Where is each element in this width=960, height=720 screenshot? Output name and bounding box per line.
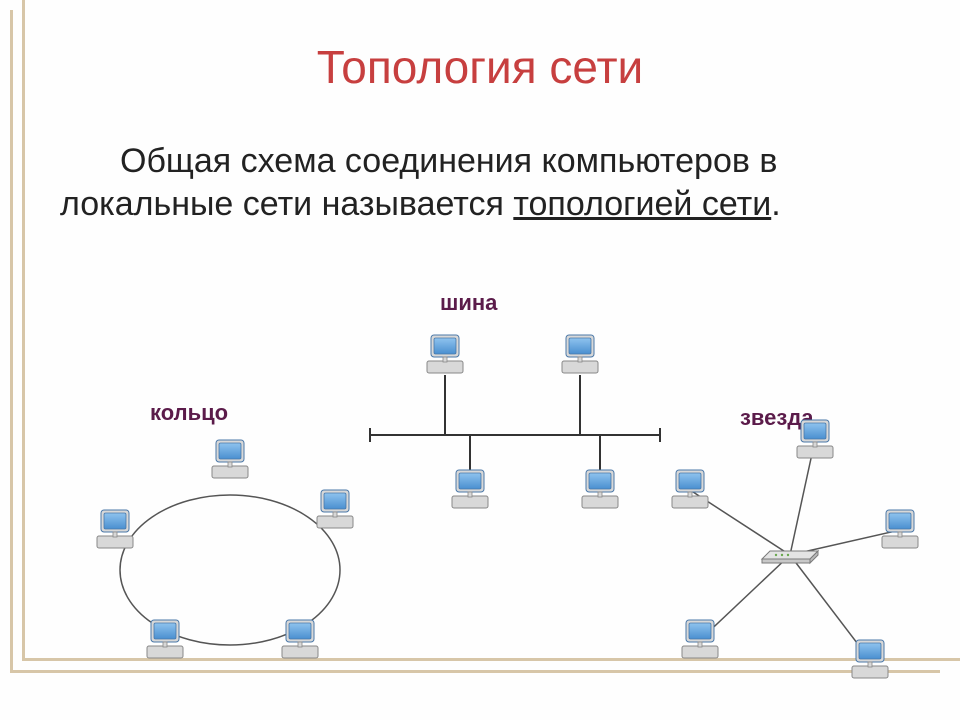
hub-icon (758, 543, 822, 567)
computer-icon (91, 506, 139, 554)
computer-icon (276, 616, 324, 664)
computer-icon (206, 436, 254, 484)
computer-icon (576, 466, 624, 514)
computer-icon (556, 331, 604, 379)
page-title: Топология сети (0, 40, 960, 94)
body-text-pt2: . (771, 185, 780, 223)
body-text: Общая схема соединения компьютеров в лок… (60, 140, 910, 225)
computer-icon (666, 466, 714, 514)
label-ring: кольцо (150, 400, 228, 426)
slide: Топология сети Общая схема соединения ко… (0, 0, 960, 720)
label-bus: шина (440, 290, 497, 316)
computer-icon (876, 506, 924, 554)
computer-icon (676, 616, 724, 664)
icons-layer (0, 0, 960, 720)
label-star: звезда (740, 405, 814, 431)
frame-line (22, 0, 25, 658)
frame-line (10, 670, 940, 673)
computer-icon (311, 486, 359, 534)
connections-svg (0, 0, 960, 720)
body-text-underlined: топологией сети (513, 185, 771, 223)
computer-icon (421, 331, 469, 379)
computer-icon (446, 466, 494, 514)
computer-icon (141, 616, 189, 664)
frame-line (22, 658, 960, 661)
frame-line (10, 10, 13, 670)
